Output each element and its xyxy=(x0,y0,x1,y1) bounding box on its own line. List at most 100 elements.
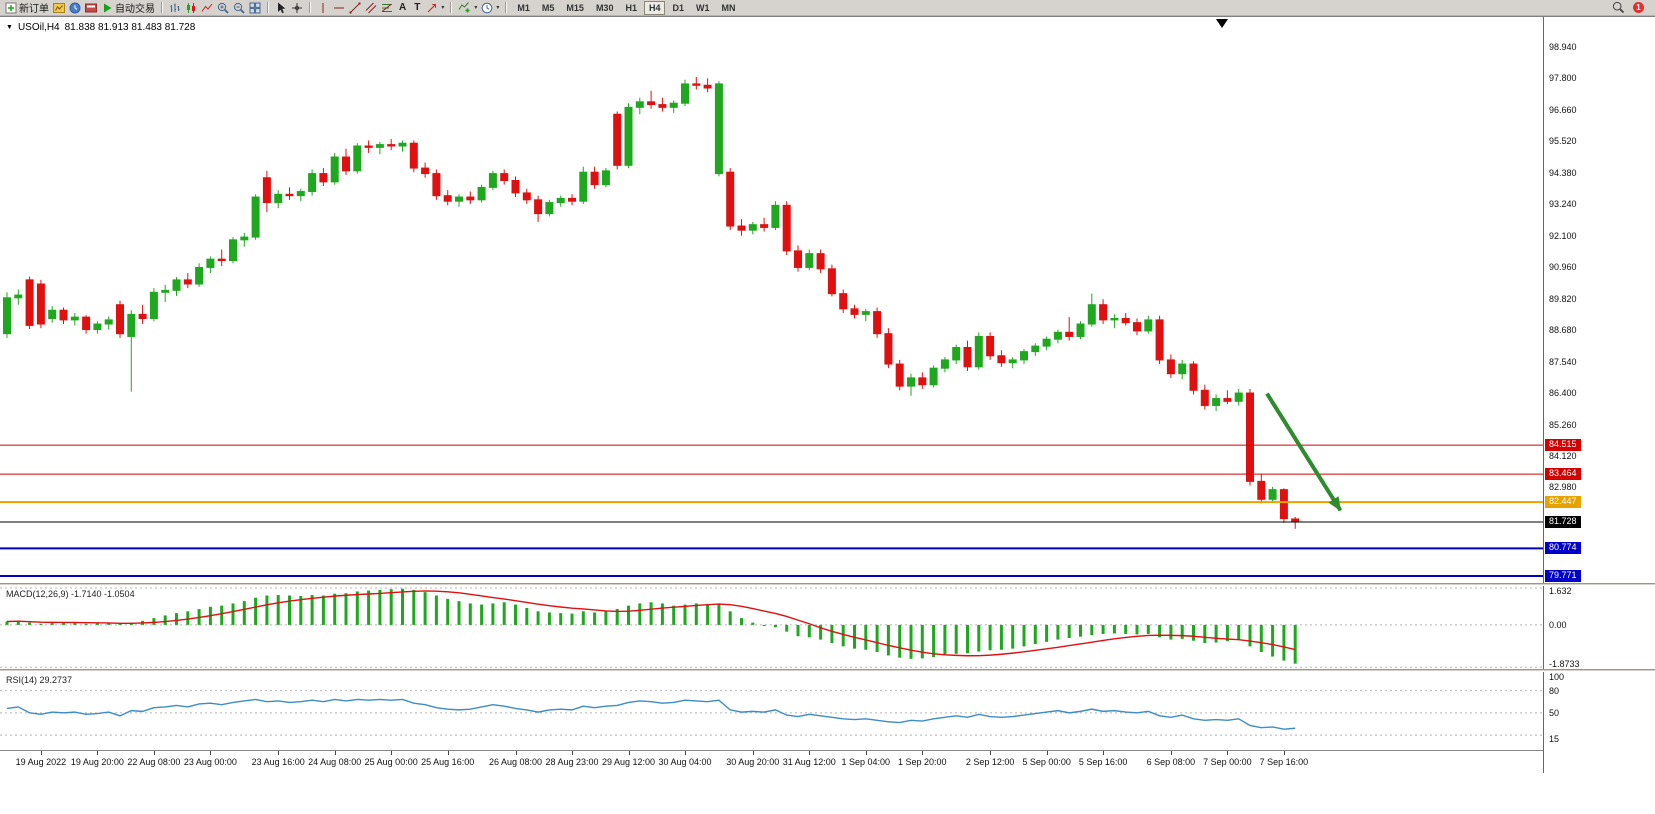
candle xyxy=(409,140,418,173)
timeframe-w1-button[interactable]: W1 xyxy=(696,2,710,13)
arrows-tool-button[interactable]: ▾ xyxy=(424,1,446,15)
auto-trading-button[interactable]: 自动交易 xyxy=(99,1,157,15)
candle xyxy=(940,357,949,373)
time-tick-label: 26 Aug 08:00 xyxy=(488,757,543,767)
arrow-tool-icon xyxy=(427,3,437,12)
candlestick-chart[interactable] xyxy=(0,17,1543,583)
candle xyxy=(353,143,362,174)
timeframe-h4-button[interactable]: H4 xyxy=(643,0,666,15)
candle xyxy=(590,166,599,189)
timeframe-m1-button[interactable]: M1 xyxy=(517,2,530,13)
price-tick-label: 86.400 xyxy=(1549,388,1577,399)
candle xyxy=(1234,388,1243,406)
channel-tool-button[interactable] xyxy=(363,1,379,15)
macd-tick-label: 1.632 xyxy=(1549,586,1572,596)
candle xyxy=(805,249,814,271)
candle xyxy=(556,195,565,207)
timeframe-m30-button[interactable]: M30 xyxy=(595,2,614,13)
time-tick-label: 29 Aug 12:00 xyxy=(601,757,656,767)
time-tick-label: 31 Aug 12:00 xyxy=(782,757,836,767)
candle xyxy=(138,304,147,325)
horizontal-line-tool-button[interactable] xyxy=(331,1,347,15)
price-axis-main: 98.940 97.800 96.660 95.520 94.380 93.240 92.1… xyxy=(1544,17,1655,583)
timeframe-m15-button[interactable]: M15 xyxy=(566,2,584,13)
terminal-button[interactable] xyxy=(83,1,99,15)
candle xyxy=(1279,488,1288,523)
time-tick-label: 24 Aug 08:00 xyxy=(308,757,362,767)
time-tick-mark xyxy=(1227,751,1229,755)
price-tick-label: 87.540 xyxy=(1549,356,1577,367)
candle xyxy=(568,194,576,206)
trend-arrow[interactable] xyxy=(1265,392,1343,512)
candle xyxy=(692,76,701,90)
candle xyxy=(613,111,622,170)
time-tick-label: 1 Sep 04:00 xyxy=(841,757,891,767)
rsi-tick-label: 15 xyxy=(1549,733,1560,744)
new-order-icon xyxy=(5,2,17,13)
candle xyxy=(59,307,68,325)
cursor-button[interactable] xyxy=(273,1,289,15)
fibonacci-tool-button[interactable] xyxy=(379,1,395,15)
main-chart-panel[interactable]: ▼ USOil,H4 81.838 81.913 81.483 81.728 xyxy=(0,17,1543,583)
candle xyxy=(726,168,735,231)
candle xyxy=(1121,312,1130,326)
candle xyxy=(48,306,57,323)
timeframe-m5-button[interactable]: M5 xyxy=(541,2,555,13)
candle xyxy=(364,140,373,153)
search-button[interactable] xyxy=(1610,1,1627,15)
trendline-tool-button[interactable] xyxy=(347,1,363,15)
price-axis-macd: 1.632 0.00 -1.8733 xyxy=(1544,586,1655,669)
time-tick-mark xyxy=(153,751,155,755)
vertical-line-tool-button[interactable] xyxy=(315,1,331,15)
zoom-in-button[interactable] xyxy=(215,1,231,15)
zoom-out-button[interactable] xyxy=(231,1,247,15)
market-watch-button[interactable] xyxy=(67,1,83,15)
tile-windows-icon xyxy=(249,2,261,13)
candle xyxy=(850,304,859,319)
indicators-button[interactable]: ▾ xyxy=(456,1,479,15)
chart-bars-button[interactable] xyxy=(167,1,183,15)
candle xyxy=(1133,318,1141,336)
timeframe-h1-button[interactable]: H1 xyxy=(625,2,637,13)
charts-button[interactable] xyxy=(51,1,67,15)
symbol-dropdown-icon[interactable]: ▼ xyxy=(6,24,13,31)
panel-splitter[interactable] xyxy=(0,583,1655,586)
tile-windows-button[interactable] xyxy=(247,1,263,15)
crosshair-button[interactable] xyxy=(289,1,305,15)
fibonacci-icon xyxy=(381,3,392,12)
toolbar-separator xyxy=(267,2,269,13)
candle xyxy=(466,191,475,204)
panel-splitter[interactable] xyxy=(0,669,1655,672)
chart-shift-marker-icon[interactable] xyxy=(1216,19,1228,28)
candle xyxy=(986,332,995,360)
time-tick-mark xyxy=(210,751,212,755)
candle xyxy=(455,194,463,207)
rsi-chart[interactable] xyxy=(0,672,1543,750)
candle xyxy=(342,148,350,175)
candle xyxy=(669,100,678,113)
macd-chart[interactable] xyxy=(0,586,1543,669)
macd-panel[interactable]: MACD(12,26,9) -1.7140 -1.0504 xyxy=(0,586,1543,669)
trendline-icon xyxy=(349,2,361,13)
period-button[interactable]: ▾ xyxy=(479,1,501,15)
candle xyxy=(319,168,328,187)
rsi-panel[interactable]: RSI(14) 29.2737 xyxy=(0,672,1543,750)
candle xyxy=(963,340,972,371)
time-axis[interactable]: 19 Aug 2022 19 Aug 20:00 22 Aug 08:00 23 Au… xyxy=(0,750,1543,773)
new-order-button[interactable]: 新订单 xyxy=(3,1,51,15)
price-axis[interactable]: 98.940 97.800 96.660 95.520 94.380 93.240 92.1… xyxy=(1543,17,1655,773)
chart-candles-button[interactable] xyxy=(183,1,199,15)
candle xyxy=(387,139,396,151)
rsi-tick-label: 80 xyxy=(1549,685,1560,696)
candle xyxy=(601,168,610,188)
timeframe-d1-button[interactable]: D1 xyxy=(672,2,684,13)
text-tool-button[interactable]: A xyxy=(395,1,410,15)
zoom-in-icon xyxy=(217,2,229,14)
timeframe-mn-button[interactable]: MN xyxy=(721,2,736,13)
label-tool-button[interactable]: T xyxy=(410,1,424,15)
time-tick-mark xyxy=(752,751,754,755)
chart-line-button[interactable] xyxy=(199,1,215,15)
toolbar-separator xyxy=(450,2,453,13)
notification-badge[interactable]: 1 xyxy=(1633,2,1644,13)
price-tick-label: 97.800 xyxy=(1549,73,1577,84)
